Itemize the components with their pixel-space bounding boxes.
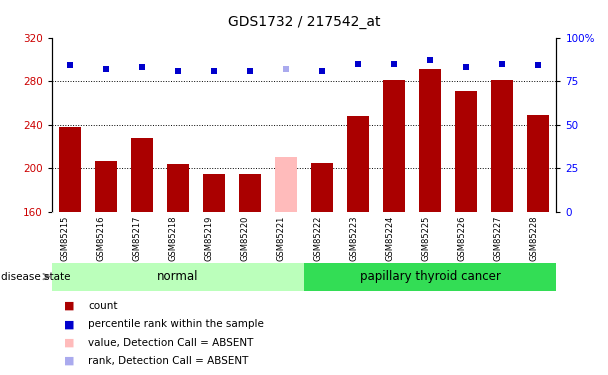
Text: GSM85219: GSM85219 (205, 216, 214, 261)
Bar (311, 163, 333, 212)
Bar (275, 158, 297, 212)
Text: normal: normal (157, 270, 199, 283)
Text: GSM85228: GSM85228 (530, 216, 538, 261)
Text: GSM85222: GSM85222 (313, 216, 322, 261)
Text: percentile rank within the sample: percentile rank within the sample (88, 320, 264, 329)
Bar (167, 164, 188, 212)
Text: GSM85215: GSM85215 (61, 216, 70, 261)
Bar (52, 262, 304, 291)
Bar (131, 138, 153, 212)
Text: GDS1732 / 217542_at: GDS1732 / 217542_at (228, 15, 380, 29)
Bar (420, 69, 441, 212)
Bar (203, 174, 225, 212)
Bar (239, 174, 261, 212)
Text: ■: ■ (64, 338, 74, 348)
Bar (528, 115, 549, 212)
Text: papillary thyroid cancer: papillary thyroid cancer (360, 270, 500, 283)
Text: GSM85223: GSM85223 (349, 216, 358, 261)
Bar (304, 262, 556, 291)
Text: ■: ■ (64, 301, 74, 310)
Text: GSM85225: GSM85225 (421, 216, 430, 261)
Bar (59, 127, 80, 212)
Text: GSM85226: GSM85226 (457, 216, 466, 261)
Text: GSM85227: GSM85227 (493, 216, 502, 261)
Text: rank, Detection Call = ABSENT: rank, Detection Call = ABSENT (88, 356, 249, 366)
Bar (347, 116, 369, 212)
Text: count: count (88, 301, 118, 310)
Text: ■: ■ (64, 320, 74, 329)
Text: GSM85217: GSM85217 (133, 216, 142, 261)
Bar (455, 91, 477, 212)
Text: GSM85218: GSM85218 (169, 216, 178, 261)
Text: GSM85220: GSM85220 (241, 216, 250, 261)
Text: ■: ■ (64, 356, 74, 366)
Bar (383, 80, 405, 212)
Bar (95, 160, 117, 212)
Text: value, Detection Call = ABSENT: value, Detection Call = ABSENT (88, 338, 254, 348)
Text: GSM85224: GSM85224 (385, 216, 394, 261)
Text: GSM85221: GSM85221 (277, 216, 286, 261)
Bar (491, 80, 513, 212)
Text: GSM85216: GSM85216 (97, 216, 106, 261)
Text: disease state: disease state (1, 272, 70, 282)
